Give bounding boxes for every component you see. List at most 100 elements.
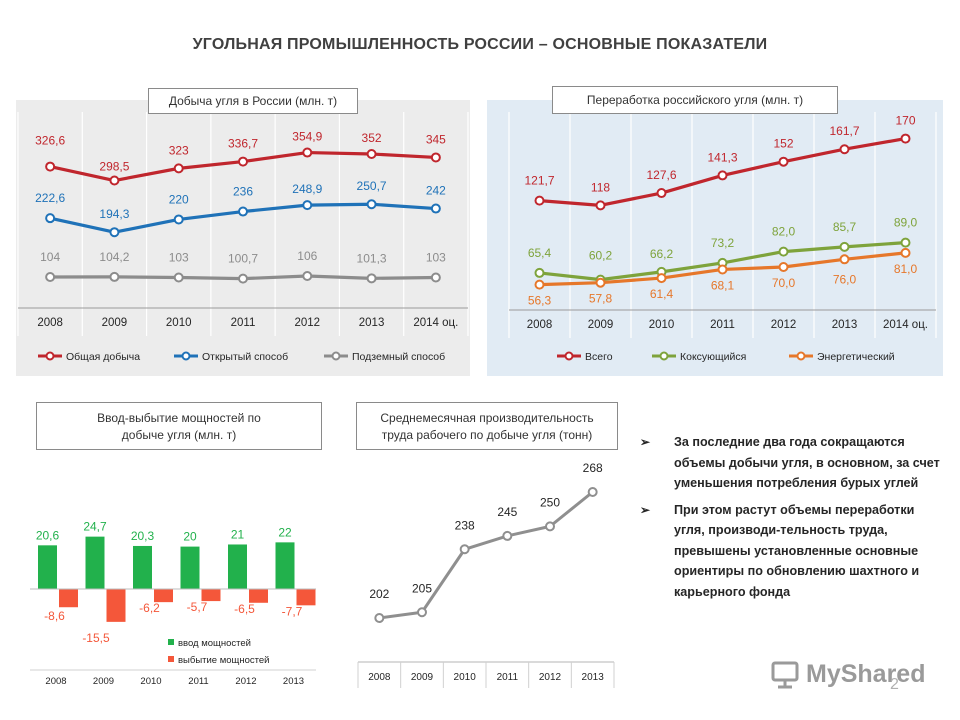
production-chart: 2008 2009 2010 2011 2012 2013 2014 оц. 326,6 298… — [17, 112, 469, 363]
data-label: 141,3 — [707, 150, 737, 164]
x-tick-label: 2012 — [235, 676, 256, 687]
legend-marker — [796, 351, 806, 361]
data-label: 56,3 — [528, 294, 552, 308]
bar-label: -15,5 — [82, 631, 110, 645]
x-tick-label: 2011 — [188, 676, 208, 687]
bar-capacity-retired — [296, 589, 316, 606]
x-tick-label: 2014 оц. — [413, 317, 458, 329]
x-tick-label: 2008 — [45, 676, 66, 687]
legend-marker — [564, 351, 574, 361]
myshared-logo: MyShared — [770, 660, 925, 689]
data-point — [109, 271, 120, 282]
data-label: 81,0 — [894, 262, 918, 276]
bar-label: 20,3 — [131, 529, 155, 543]
data-label: 89,0 — [894, 216, 918, 230]
data-label: 65,4 — [528, 246, 552, 260]
productivity-chart-panel: 2008 2009 2010 2011 2012 2013 202 205 238 245 250 2… — [352, 452, 620, 692]
x-tick-label: 2013 — [359, 317, 385, 329]
data-point — [900, 247, 911, 258]
x-tick-label: 2008 — [368, 672, 391, 683]
data-point — [778, 262, 789, 273]
legend-swatch — [168, 656, 174, 662]
capacity-caption-line2: добыче угля (млн. т) — [121, 428, 237, 442]
bar-capacity-added — [275, 542, 295, 589]
data-label: 68,1 — [711, 278, 735, 292]
data-label: 103 — [426, 251, 446, 265]
data-point — [238, 273, 248, 284]
bar-capacity-added — [85, 536, 105, 589]
data-label: 250,7 — [357, 179, 387, 193]
data-label: 118 — [591, 180, 610, 194]
data-label: 70,0 — [772, 276, 796, 290]
x-tick-label: 2013 — [582, 672, 605, 683]
data-point — [45, 213, 56, 224]
data-label: 104 — [40, 250, 60, 264]
data-point — [366, 273, 377, 284]
x-tick-label: 2008 — [527, 319, 553, 331]
data-label: 238 — [455, 518, 475, 532]
data-point — [45, 272, 56, 283]
data-label: 352 — [362, 131, 382, 145]
data-point — [366, 199, 377, 210]
data-label: 242 — [426, 184, 446, 198]
arrow-bullet-icon: ➢ — [640, 435, 651, 449]
data-point — [302, 271, 313, 282]
data-label: 57,8 — [589, 292, 613, 306]
bar-label: -8,6 — [44, 609, 65, 623]
data-label: 170 — [895, 114, 915, 128]
data-label: 345 — [426, 132, 446, 146]
bar-capacity-retired — [201, 589, 221, 602]
bar-capacity-retired — [249, 589, 268, 603]
data-label: 60,2 — [589, 249, 613, 263]
legend-label: Открытый способ — [202, 351, 288, 363]
data-label: 76,0 — [833, 272, 857, 286]
x-tick-label: 2013 — [832, 319, 858, 331]
data-label: 85,7 — [833, 220, 857, 234]
summary-bullet: ➢ За последние два года сокращаются объе… — [640, 432, 940, 494]
data-point — [534, 195, 545, 206]
data-point — [238, 206, 248, 217]
legend-label: Общая добыча — [66, 351, 140, 363]
summary-bullet-text: За последние два года сокращаются объемы… — [674, 435, 940, 490]
data-label: 121,7 — [524, 174, 554, 188]
data-label: 82,0 — [772, 225, 796, 239]
data-label: 103 — [169, 251, 189, 265]
data-point — [374, 613, 385, 623]
legend-label: ввод мощностей — [178, 638, 251, 649]
production-chart-caption-text: Добыча угля в России (млн. т) — [168, 94, 338, 108]
data-label: 354,9 — [292, 130, 322, 144]
data-point — [656, 273, 667, 284]
productivity-caption-line2: труда рабочего по добыче угля (тонн) — [381, 428, 593, 442]
page-number: 2 — [890, 676, 899, 693]
data-label: 100,7 — [228, 252, 258, 266]
data-label: 248,9 — [292, 182, 322, 196]
legend-label: Подземный способ — [352, 351, 445, 363]
data-point — [839, 241, 850, 252]
data-label: 202 — [369, 587, 389, 601]
x-tick-label: 2012 — [771, 319, 797, 331]
capacity-caption-line1: Ввод-выбытие мощностей по — [97, 411, 261, 425]
arrow-bullet-icon: ➢ — [640, 502, 651, 517]
legend-marker — [331, 351, 341, 361]
x-tick-label: 2009 — [93, 676, 114, 687]
capacity-chart: 20,6 -8,6 2008 24,7 -15,5 2009 20,3 -6,2 2010 20 -… — [30, 520, 316, 687]
capacity-chart-panel: 20,6 -8,6 2008 24,7 -15,5 2009 20,3 -6,2 2010 20 -… — [16, 452, 326, 692]
data-point — [459, 544, 470, 555]
bar-label: -7,7 — [282, 604, 303, 618]
bar-label: -5,7 — [187, 600, 208, 614]
bar-label: -6,2 — [139, 601, 160, 615]
legend-marker — [659, 351, 669, 361]
legend-label: выбытие мощностей — [178, 655, 269, 666]
bar-capacity-retired — [154, 589, 173, 603]
bar-capacity-added — [228, 544, 247, 589]
x-tick-label: 2012 — [539, 672, 562, 683]
data-point — [839, 144, 850, 155]
data-point — [302, 147, 313, 158]
data-point — [595, 277, 606, 288]
data-point — [545, 521, 555, 532]
logo-text: MyShared — [806, 660, 926, 688]
production-chart-panel: 2008 2009 2010 2011 2012 2013 2014 оц. 326,6 298… — [16, 100, 470, 376]
bar-label: 21 — [231, 527, 245, 541]
x-tick-label: 2010 — [166, 317, 192, 329]
data-point — [778, 156, 789, 167]
